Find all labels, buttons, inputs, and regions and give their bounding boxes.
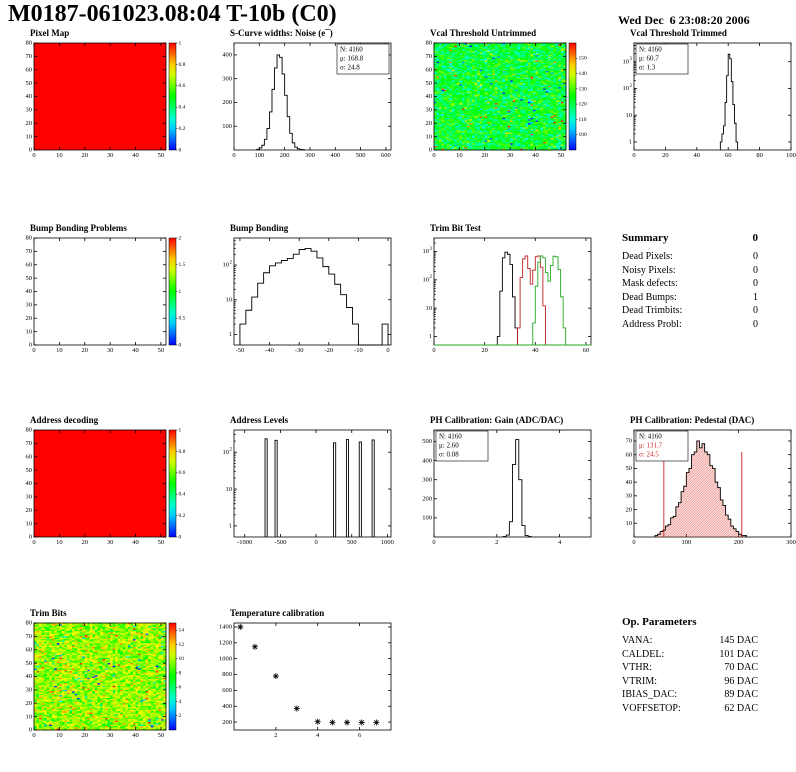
op-parameter-row: VOFFSETOP: 62 DAC	[622, 702, 758, 716]
page-title: M0187-061023.08:04 T-10b (C0)	[8, 1, 337, 27]
summary-row: Dead Bumps: 1	[622, 291, 758, 305]
summary-value: 0	[753, 251, 758, 262]
summary-total: 0	[752, 232, 759, 244]
summary-header: Summary 0	[622, 232, 758, 244]
summary-value: 1	[753, 291, 758, 303]
summary-row: Mask defects: 0	[622, 277, 758, 291]
summary-label: Mask defects:	[622, 278, 678, 289]
panel-vcal-trimmed: Vcal Threshold Trimmed	[608, 28, 796, 163]
op-parameters-title: Op. Parameters	[622, 616, 697, 628]
panel-bump-problems: Bump Bonding Problems	[8, 223, 204, 358]
summary-value: 0	[753, 278, 758, 289]
summary-row: Dead Trimbits: 0	[622, 304, 758, 318]
panel-vcal-untrimmed: Vcal Threshold Untrimmed	[408, 28, 604, 163]
summary-value: 0	[753, 318, 758, 330]
op-parameters-header: Op. Parameters	[622, 616, 758, 628]
panel-trim-bit-test: Trim Bit Test	[408, 223, 604, 358]
summary-row: Address Probl: 0	[622, 318, 758, 332]
summary-panel: Summary 0 Dead Pixels: 0 Noisy Pixels: 0…	[622, 232, 758, 331]
panel-scurve-noise: S-Curve widths: Noise (e¯)	[208, 28, 404, 163]
plot-title-ph-pedestal: PH Calibration: Pedestal (DAC)	[630, 415, 755, 425]
ph-gain-histogram	[408, 426, 600, 550]
plot-title-bump-bonding: Bump Bonding	[230, 223, 289, 233]
summary-label: Address Probl:	[622, 318, 682, 330]
vcal-untrimmed-heatmap	[408, 39, 600, 163]
op-parameter-row: VANA: 145 DAC	[622, 634, 758, 648]
address-decoding-heatmap	[8, 426, 200, 550]
op-parameter-row: VTHR: 70 DAC	[622, 661, 758, 675]
summary-row: Dead Pixels: 0	[622, 250, 758, 264]
op-parameter-label: CALDEL:	[622, 648, 665, 660]
panel-ph-pedestal: PH Calibration: Pedestal (DAC)	[608, 415, 796, 550]
panel-bump-bonding: Bump Bonding	[208, 223, 404, 358]
panel-trim-bits: Trim Bits	[8, 608, 204, 743]
panel-address-levels: Address Levels	[208, 415, 404, 550]
plot-title-scurve-noise: S-Curve widths: Noise (e¯)	[230, 28, 333, 38]
plot-title-trim-bits: Trim Bits	[30, 608, 67, 618]
summary-value: 0	[753, 264, 758, 276]
op-parameter-value: 96 DAC	[724, 675, 758, 687]
plot-title-address-decoding: Address decoding	[30, 415, 99, 425]
panel-temp-cal: Temperature calibration	[208, 608, 404, 743]
op-parameters-panel: Op. Parameters VANA: 145 DAC CALDEL: 101…	[622, 616, 758, 715]
op-parameter-label: VTHR:	[622, 662, 652, 673]
op-parameter-value: 101 DAC	[719, 648, 758, 660]
op-parameter-value: 70 DAC	[724, 662, 758, 673]
op-parameter-label: VTRIM:	[622, 675, 657, 687]
op-parameter-label: IBIAS_DAC:	[622, 689, 678, 700]
op-parameter-row: IBIAS_DAC: 89 DAC	[622, 688, 758, 702]
plot-title-trim-bit-test: Trim Bit Test	[430, 223, 481, 233]
op-parameter-label: VOFFSETOP:	[622, 702, 681, 714]
summary-label: Dead Trimbits:	[622, 305, 683, 316]
address-levels-histogram	[208, 426, 400, 550]
op-parameter-value: 145 DAC	[719, 635, 758, 646]
op-parameter-row: VTRIM: 96 DAC	[622, 675, 758, 689]
plot-title-address-levels: Address Levels	[230, 415, 289, 425]
panel-pixel-map: Pixel Map	[8, 28, 204, 163]
bump-problems-heatmap	[8, 234, 200, 358]
plot-title-ph-gain: PH Calibration: Gain (ADC/DAC)	[430, 415, 564, 425]
plot-title-vcal-untrimmed: Vcal Threshold Untrimmed	[430, 28, 537, 38]
timestamp: Wed Dec 6 23:08:20 2006	[618, 13, 750, 27]
summary-title: Summary	[622, 232, 669, 244]
scurve-noise-histogram	[208, 39, 400, 163]
summary-label: Dead Bumps:	[622, 291, 677, 303]
bump-bonding-histogram	[208, 234, 400, 358]
temperature-calibration-scatter	[208, 619, 400, 743]
summary-value: 0	[753, 305, 758, 316]
summary-row: Noisy Pixels: 0	[622, 264, 758, 278]
op-parameter-value: 62 DAC	[724, 702, 758, 714]
panel-ph-gain: PH Calibration: Gain (ADC/DAC)	[408, 415, 604, 550]
plot-title-bump-problems: Bump Bonding Problems	[30, 223, 127, 233]
plot-title-temp-cal: Temperature calibration	[230, 608, 325, 618]
trim-bits-heatmap	[8, 619, 200, 743]
panel-address-decoding: Address decoding	[8, 415, 204, 550]
vcal-trimmed-histogram	[608, 39, 796, 163]
op-parameter-value: 89 DAC	[724, 689, 758, 700]
trim-bit-test-histogram	[408, 234, 600, 358]
ph-pedestal-histogram	[608, 426, 796, 550]
plot-title-vcal-trimmed: Vcal Threshold Trimmed	[630, 28, 727, 38]
op-parameter-row: CALDEL: 101 DAC	[622, 648, 758, 662]
summary-label: Dead Pixels:	[622, 251, 673, 262]
plot-title-pixel-map: Pixel Map	[30, 28, 70, 38]
pixel-map-heatmap	[8, 39, 200, 163]
summary-label: Noisy Pixels:	[622, 264, 676, 276]
op-parameter-label: VANA:	[622, 635, 653, 646]
